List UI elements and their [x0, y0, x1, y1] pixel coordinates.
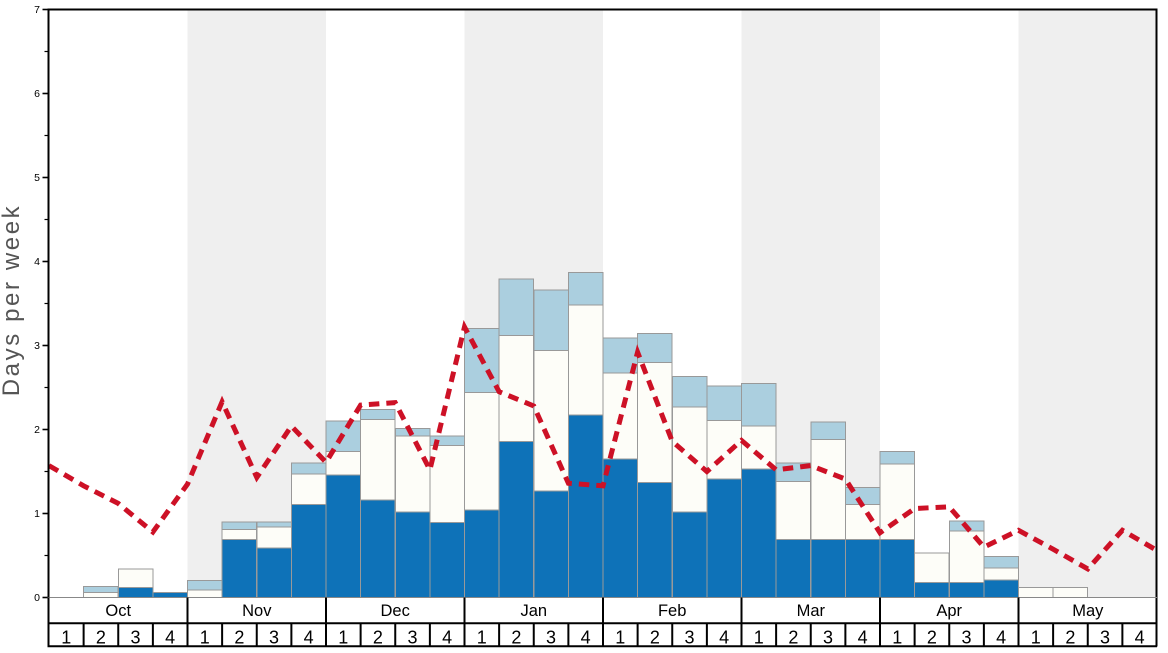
svg-text:2: 2: [927, 627, 937, 647]
svg-text:Days per week: Days per week: [0, 204, 25, 397]
svg-text:0: 0: [34, 592, 40, 604]
svg-text:2: 2: [234, 627, 244, 647]
svg-text:4: 4: [165, 627, 175, 647]
svg-text:3: 3: [269, 627, 279, 647]
svg-text:1: 1: [200, 627, 210, 647]
svg-text:4: 4: [442, 627, 452, 647]
svg-text:2: 2: [373, 627, 383, 647]
svg-text:4: 4: [581, 627, 591, 647]
svg-text:1: 1: [754, 627, 764, 647]
svg-text:7: 7: [34, 4, 40, 16]
svg-text:4: 4: [34, 256, 40, 268]
svg-text:Mar: Mar: [797, 602, 826, 620]
svg-text:1: 1: [1031, 627, 1041, 647]
svg-text:1: 1: [61, 627, 71, 647]
svg-text:2: 2: [96, 627, 106, 647]
svg-text:4: 4: [996, 627, 1006, 647]
svg-text:2: 2: [511, 627, 521, 647]
svg-text:Nov: Nov: [242, 602, 272, 620]
svg-text:Dec: Dec: [381, 602, 410, 620]
svg-text:3: 3: [131, 627, 141, 647]
svg-text:3: 3: [546, 627, 556, 647]
svg-text:3: 3: [823, 627, 833, 647]
svg-text:3: 3: [34, 340, 40, 352]
svg-text:Oct: Oct: [105, 602, 131, 620]
svg-text:Jan: Jan: [520, 602, 547, 620]
svg-text:May: May: [1072, 602, 1104, 620]
svg-text:4: 4: [304, 627, 314, 647]
svg-text:4: 4: [1135, 627, 1145, 647]
svg-text:3: 3: [962, 627, 972, 647]
svg-text:4: 4: [858, 627, 868, 647]
svg-text:2: 2: [650, 627, 660, 647]
svg-text:3: 3: [408, 627, 418, 647]
svg-text:1: 1: [892, 627, 902, 647]
svg-text:4: 4: [719, 627, 729, 647]
svg-text:1: 1: [615, 627, 625, 647]
svg-text:6: 6: [34, 88, 40, 100]
svg-text:Feb: Feb: [658, 602, 686, 620]
svg-text:2: 2: [788, 627, 798, 647]
svg-text:Apr: Apr: [936, 602, 962, 620]
svg-text:3: 3: [1100, 627, 1110, 647]
svg-text:3: 3: [685, 627, 695, 647]
svg-text:2: 2: [1065, 627, 1075, 647]
svg-text:1: 1: [34, 508, 40, 520]
svg-text:1: 1: [477, 627, 487, 647]
svg-text:1: 1: [338, 627, 348, 647]
svg-text:2: 2: [34, 424, 40, 436]
svg-text:5: 5: [34, 172, 40, 184]
